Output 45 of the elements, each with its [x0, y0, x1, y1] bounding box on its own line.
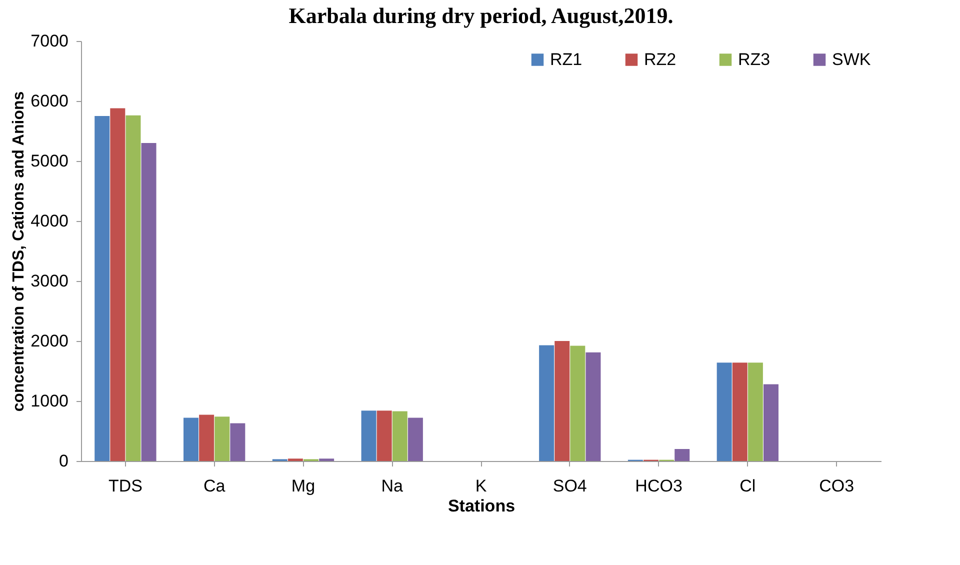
x-tick-label: TDS: [108, 476, 142, 496]
bar: [570, 346, 586, 461]
bar: [376, 410, 392, 461]
bar: [126, 115, 141, 461]
y-tick-label: 0: [59, 452, 68, 470]
y-tick-label: 7000: [30, 32, 68, 50]
legend-label: RZ3: [738, 50, 770, 69]
bar: [94, 116, 110, 461]
x-tick-label: SO4: [552, 476, 587, 496]
x-tick-label: Ca: [203, 476, 226, 496]
bar: [408, 418, 423, 461]
bar: [361, 410, 376, 461]
bar: [392, 411, 408, 461]
bar: [141, 143, 156, 461]
y-tick-label: 2000: [30, 332, 68, 350]
bar: [674, 449, 690, 461]
bar: [586, 352, 601, 461]
x-tick-label: HCO3: [635, 476, 682, 496]
y-tick-label: 1000: [30, 392, 68, 410]
x-tick-label: Cl: [740, 476, 756, 496]
legend-label: RZ2: [644, 50, 676, 69]
bar: [554, 341, 570, 461]
bar: [539, 345, 554, 461]
y-tick-label: 5000: [30, 152, 68, 170]
chart-title: Karbala during dry period, August,2019.: [288, 3, 674, 28]
x-tick-label: CO3: [819, 476, 854, 496]
y-tick-label: 3000: [30, 272, 68, 290]
bar: [764, 384, 778, 461]
y-tick-label: 4000: [30, 212, 68, 230]
x-tick-label: Mg: [291, 476, 316, 496]
bar: [110, 108, 126, 461]
bar: [716, 362, 732, 461]
legend-label: RZ1: [550, 50, 582, 69]
bar: [214, 416, 230, 461]
bar: [199, 414, 214, 461]
y-tick-label: 6000: [30, 92, 68, 110]
x-tick-label: Na: [381, 476, 404, 496]
x-tick-label: K: [475, 476, 488, 496]
bar: [748, 362, 763, 461]
legend-label: SWK: [832, 50, 872, 69]
bar: [230, 423, 246, 461]
bar: [184, 418, 198, 461]
x-axis-title: Stations: [448, 496, 516, 516]
bar: [732, 362, 748, 461]
y-axis-title: concentration of TDS, Cations and Anions: [10, 91, 28, 412]
